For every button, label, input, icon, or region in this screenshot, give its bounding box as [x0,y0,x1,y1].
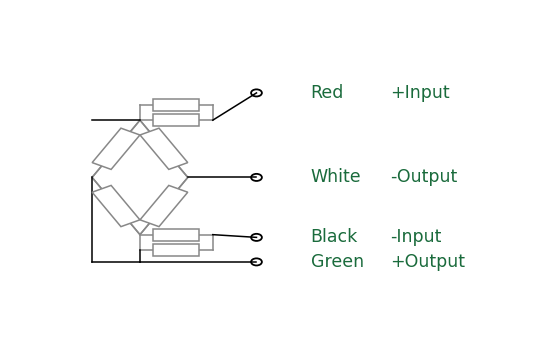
Text: -Input: -Input [390,228,441,246]
Polygon shape [140,185,188,227]
Bar [154,244,199,256]
Polygon shape [92,128,140,170]
Text: +Input: +Input [390,84,449,102]
Text: Green: Green [310,253,364,271]
Bar [154,114,199,126]
Text: +Output: +Output [390,253,465,271]
Text: Black: Black [310,228,358,246]
Text: -Output: -Output [390,169,457,187]
Text: Red: Red [310,84,344,102]
Bar [154,229,199,241]
Text: White: White [310,169,361,187]
Polygon shape [92,185,140,227]
Polygon shape [140,128,188,170]
Bar [154,99,199,111]
